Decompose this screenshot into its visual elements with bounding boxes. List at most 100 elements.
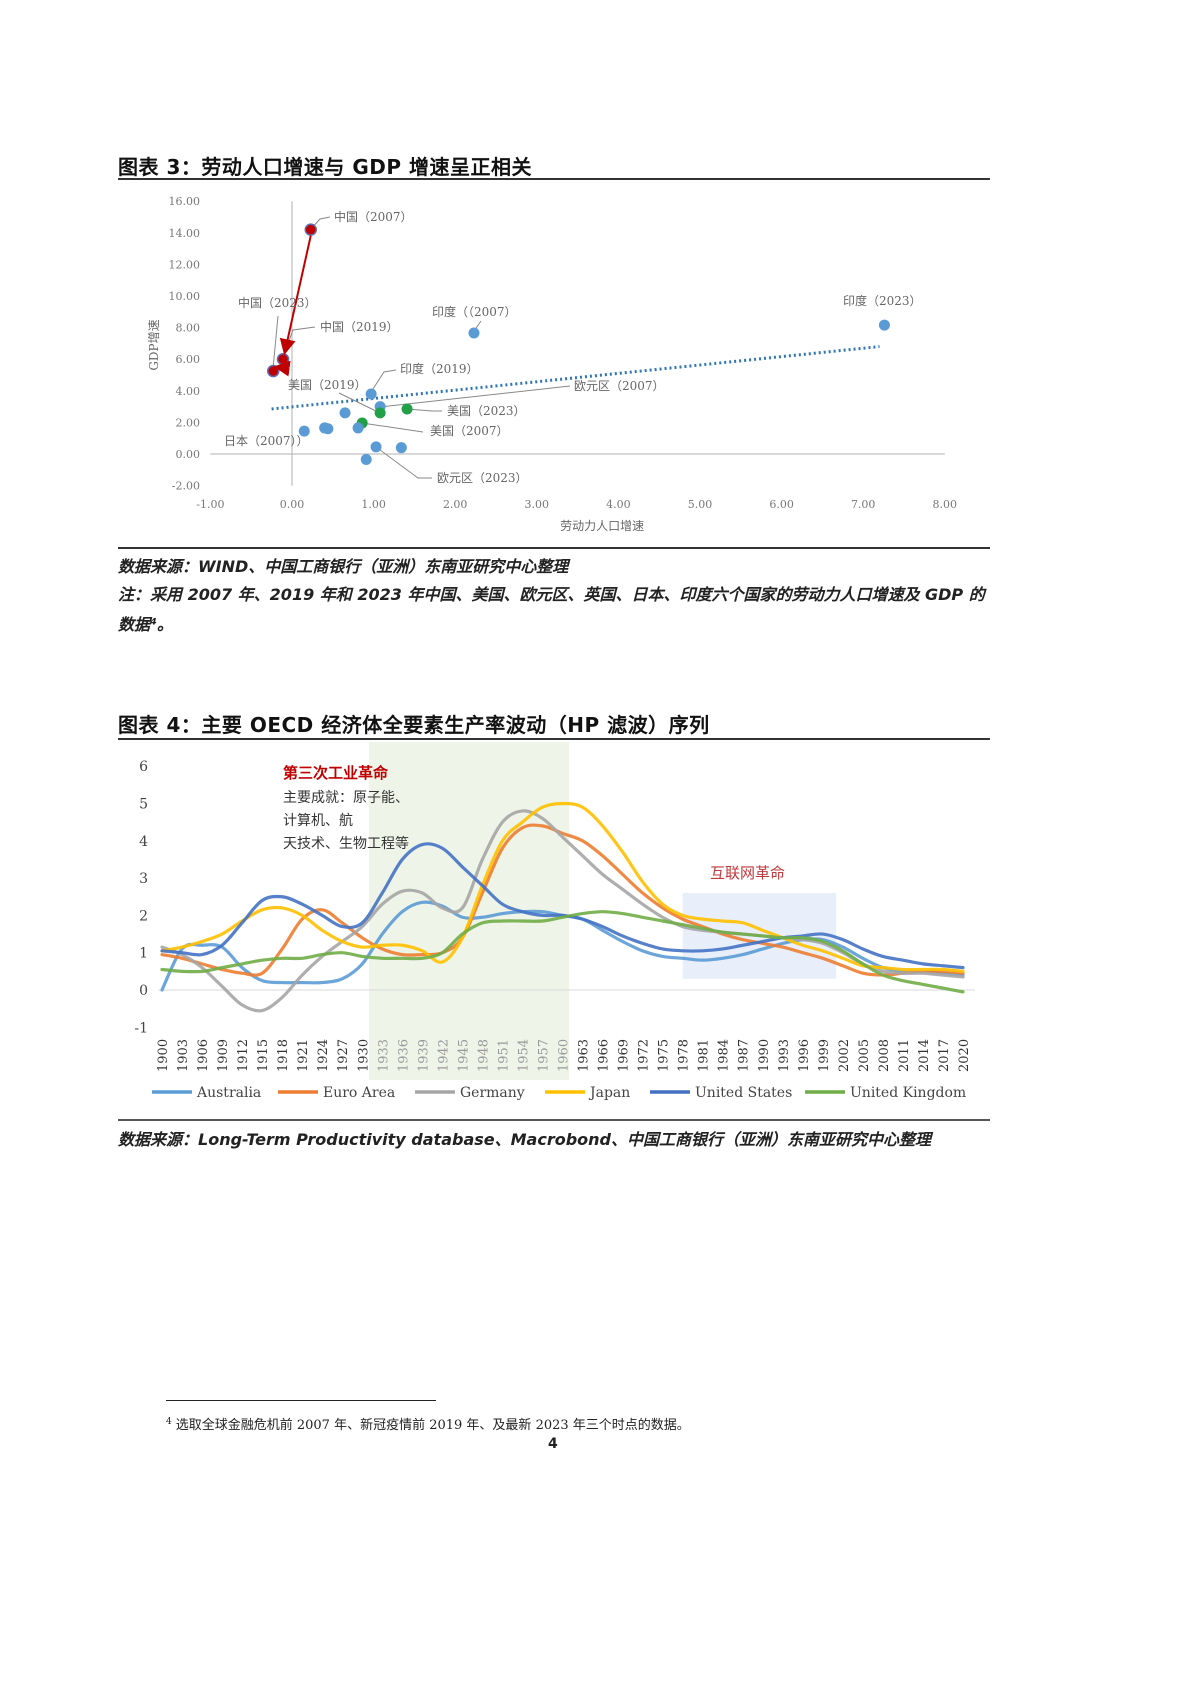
scatter-point [298, 425, 310, 437]
y-tick-label: 5 [139, 797, 148, 813]
point-label: 美国（2007） [430, 424, 509, 438]
figure4-title-rule [118, 738, 990, 740]
x-tick-label: 1.00 [361, 498, 386, 511]
footnote-text: 选取全球金融危机前 2007 年、新冠疫情前 2019 年、及最新 2023 年… [175, 1418, 690, 1433]
y-tick-label: -2.00 [172, 480, 200, 493]
page-number: 4 [548, 1436, 558, 1452]
point-label: 中国（2007） [334, 209, 413, 224]
point-label: 美国（2019） [288, 378, 367, 392]
x-tick-label: 1984 [717, 1039, 732, 1072]
x-tick-label: 2017 [937, 1039, 952, 1072]
y-tick-label: 0.00 [176, 448, 201, 461]
x-tick-label: 1945 [456, 1039, 471, 1072]
x-tick-label: 1924 [316, 1039, 331, 1072]
x-tick-label: 1972 [637, 1039, 652, 1072]
x-tick-label: 1951 [496, 1039, 511, 1072]
scatter-point [370, 441, 382, 453]
figure3-scatter-chart: -2.00 0.00 2.00 4.00 6.00 8.00 10.00 12.00 14.00… [147, 195, 957, 533]
x-tick-label: 1999 [817, 1039, 832, 1072]
figure3-note: 注：采用 2007 年、2019 年和 2023 年中国、美国、欧元区、英国、日… [118, 585, 985, 634]
x-tick-label: 1981 [697, 1039, 712, 1072]
x-tick-label: 1921 [296, 1039, 311, 1072]
x-tick-label: 1993 [777, 1039, 792, 1072]
x-tick-label: 1963 [577, 1039, 592, 1072]
x-tick-label: 1942 [436, 1039, 451, 1072]
x-axis-title: 劳动力人口增速 [560, 519, 644, 533]
scatter-point [468, 327, 480, 339]
x-tick-label: 1918 [276, 1039, 291, 1072]
point-label: 中国（2019） [320, 319, 399, 334]
y-tick-label: -1 [134, 1020, 148, 1036]
x-tick-label: 2014 [917, 1039, 932, 1072]
figure3-bottom-rule [118, 547, 990, 549]
y-tick-label: 12.00 [169, 258, 201, 271]
figure4-bottom-rule [118, 1119, 990, 1121]
x-tick-label: 1975 [657, 1039, 672, 1072]
x-tick-label: 4.00 [606, 498, 631, 511]
annotation-third-industrial-revolution: 第三次工业革命 [283, 764, 389, 782]
label-leader-line [379, 385, 571, 408]
label-leader-line [375, 446, 432, 479]
point-label: 印度（2019） [400, 361, 479, 376]
y-tick-label: 3 [139, 871, 148, 887]
x-tick-label: 1948 [476, 1039, 491, 1072]
point-label: 印度（2023） [843, 293, 922, 308]
annotation-achievements-line: 主要成就：原子能、 [283, 790, 409, 806]
label-leader-line [361, 422, 424, 433]
scatter-point [365, 388, 377, 400]
legend-label: Euro Area [323, 1085, 395, 1101]
figure4-source: 数据来源：Long-Term Productivity database、Mac… [118, 1130, 931, 1149]
series-line-japan [160, 801, 965, 973]
legend-label: Japan [588, 1085, 630, 1101]
series-line-euro-area [160, 823, 965, 977]
label-leader-line [272, 315, 279, 370]
figure3-title-rule [118, 178, 990, 180]
scatter-point [266, 364, 280, 378]
arrow-icon [279, 235, 312, 356]
footnote: 4 选取全球金融危机前 2007 年、新冠疫情前 2019 年、及最新 2023 … [166, 1414, 690, 1433]
x-tick-label: 1996 [797, 1039, 812, 1072]
x-tick-label: 2011 [897, 1039, 912, 1072]
arrow-icon [273, 360, 291, 377]
figure3-title: 图表 3：劳动人口增速与 GDP 增速呈正相关 [118, 155, 532, 179]
y-tick-label: 6.00 [176, 353, 201, 366]
x-tick-label: 7.00 [851, 498, 876, 511]
y-tick-label: 2.00 [176, 416, 201, 429]
scatter-point [352, 422, 364, 434]
x-tick-label: 1906 [196, 1039, 211, 1072]
x-tick-label: 5.00 [688, 498, 713, 511]
x-tick-label: -1.00 [196, 498, 224, 511]
x-tick-label: 1930 [356, 1039, 371, 1072]
point-label: 印度（（2007） [432, 304, 517, 319]
label-leader-line [338, 392, 381, 414]
x-tick-label: 1900 [156, 1039, 171, 1072]
x-tick-label: 3.00 [525, 498, 550, 511]
x-tick-label: 1915 [256, 1039, 271, 1072]
series-line-united-states [160, 842, 965, 970]
scatter-point [395, 442, 407, 454]
y-tick-label: 14.00 [169, 227, 201, 240]
point-label: 美国（2023） [447, 404, 526, 418]
y-tick-label: 6 [139, 759, 148, 775]
x-tick-label: 1936 [396, 1039, 411, 1072]
scatter-point [304, 223, 318, 236]
annotation-achievements-line: 天技术、生物工程等 [283, 835, 409, 852]
x-tick-label: 1903 [176, 1039, 191, 1072]
label-leader-line [370, 369, 397, 393]
legend-label: United Kingdom [850, 1085, 966, 1101]
x-tick-label: 1987 [737, 1039, 752, 1072]
x-tick-label: 1960 [557, 1039, 572, 1072]
scatter-point [339, 407, 351, 419]
x-tick-label: 2008 [877, 1039, 892, 1072]
y-tick-label: 0 [139, 983, 148, 999]
y-tick-label: 4.00 [176, 385, 201, 398]
y-tick-label: 8.00 [176, 322, 201, 335]
scatter-point [878, 319, 890, 331]
x-tick-label: 2020 [957, 1039, 972, 1072]
x-tick-label: 1966 [597, 1039, 612, 1072]
legend-label: Germany [460, 1085, 525, 1101]
scatter-point [374, 407, 386, 419]
x-tick-label: 1990 [757, 1039, 772, 1072]
point-label: 欧元区（2023） [437, 471, 528, 485]
series-line-germany [160, 809, 965, 1013]
